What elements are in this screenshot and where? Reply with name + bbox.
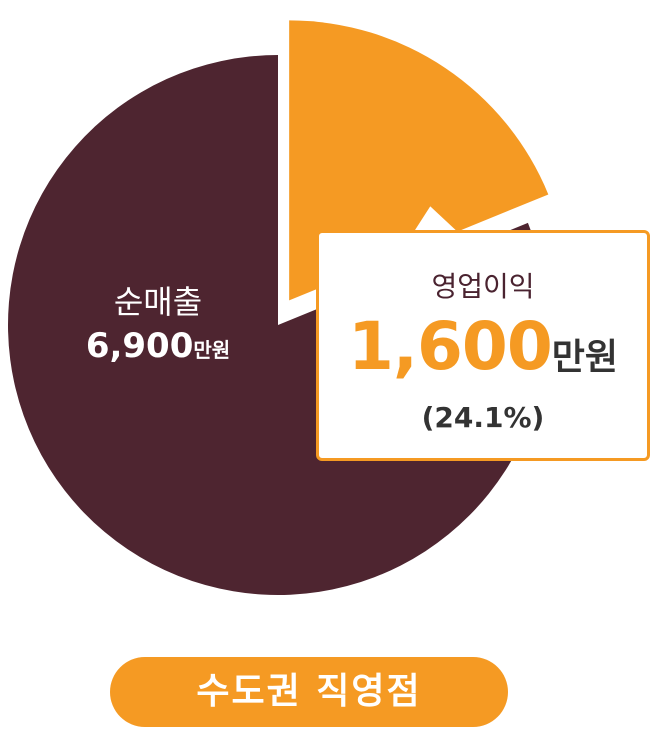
profit-percent: (24.1%) [421, 401, 545, 434]
store-category-badge: 수도권 직영점 [110, 657, 508, 727]
profit-value-line: 1,600만원 [319, 311, 647, 400]
net-sales-value: 6,900 [85, 326, 194, 366]
profit-name: 영업이익 [431, 270, 535, 303]
net-sales-label: 순매출 6,900만원 [58, 280, 258, 374]
profit-callout: 영업이익 1,600만원 (24.1%) [316, 230, 650, 461]
profit-callout-pointer [410, 201, 462, 234]
net-sales-name: 순매출 [113, 283, 203, 321]
profit-value: 1,600 [347, 308, 553, 385]
profit-unit: 만원 [551, 337, 618, 378]
net-sales-unit: 만원 [193, 338, 231, 362]
net-sales-value-line: 6,900만원 [58, 324, 258, 374]
